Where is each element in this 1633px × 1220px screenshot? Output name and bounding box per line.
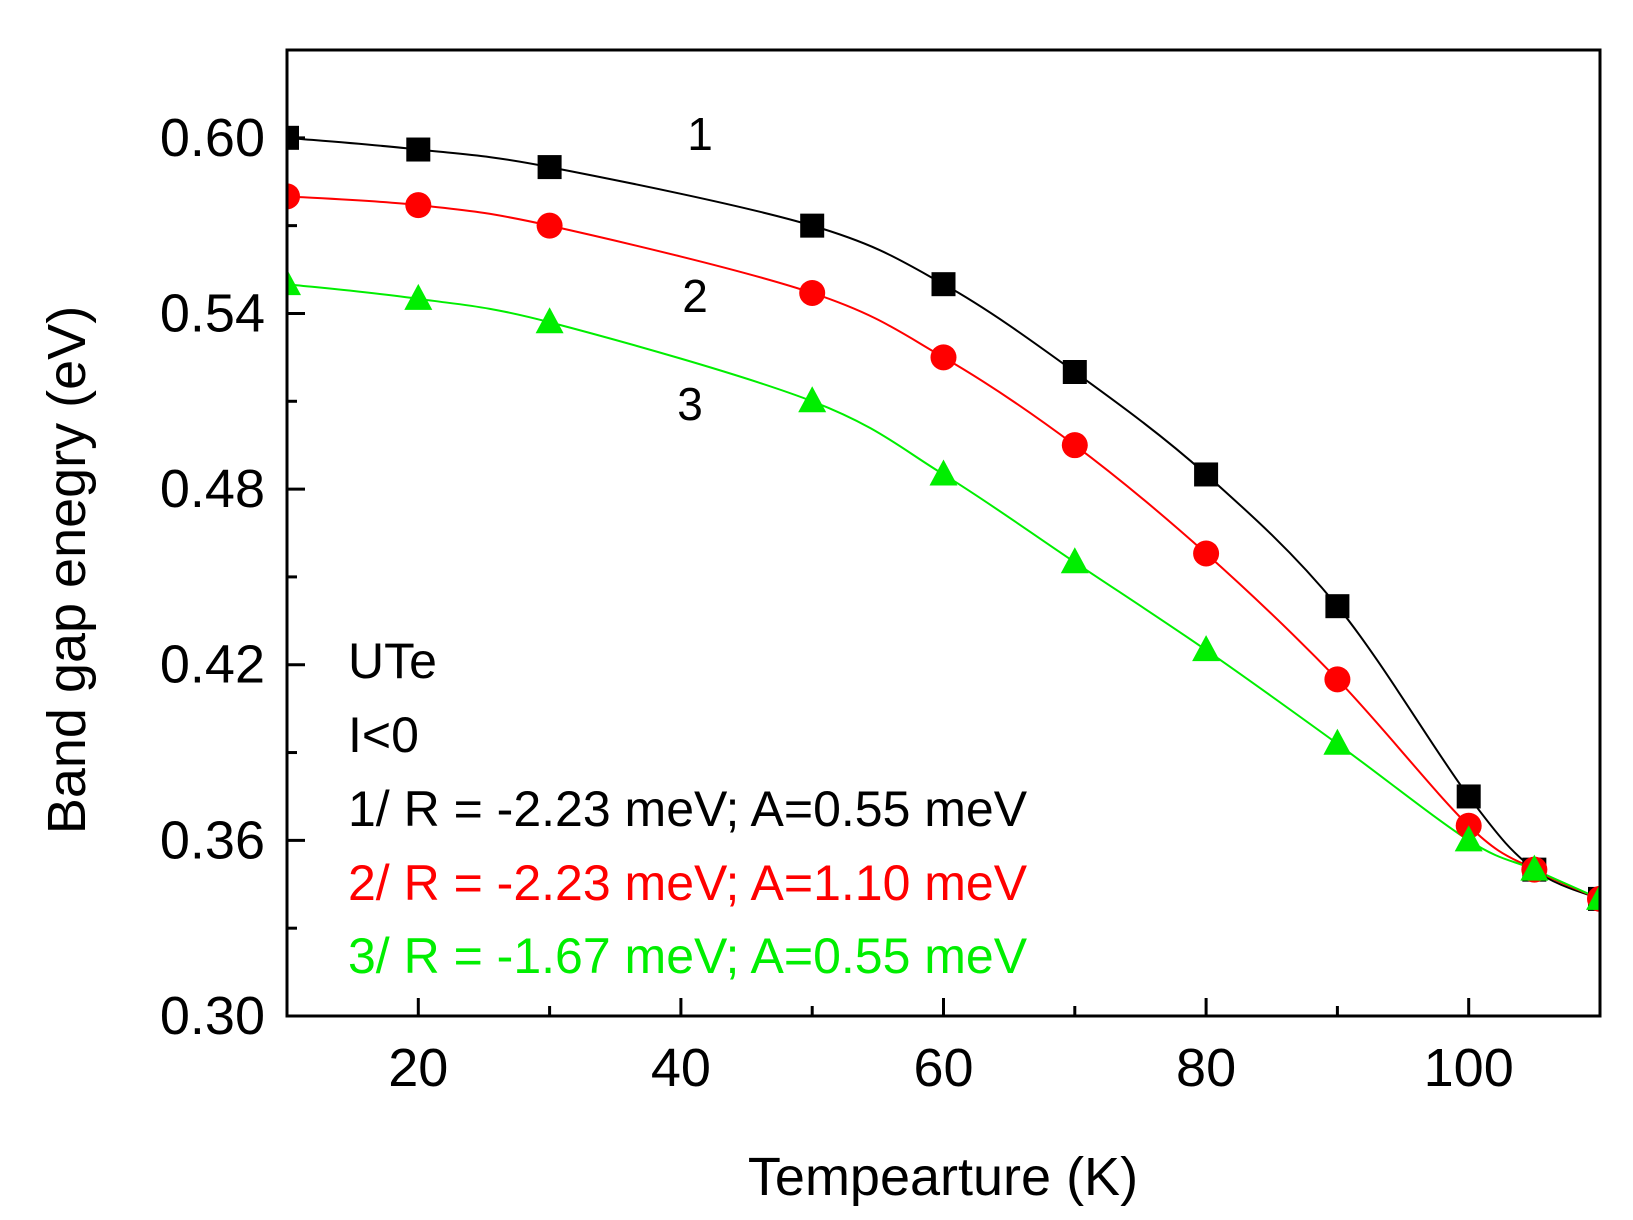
series-3-point xyxy=(287,269,301,296)
y-axis-title: Band gap enegry (eV) xyxy=(37,306,97,834)
series-1-point xyxy=(1456,784,1481,809)
series-3-point xyxy=(1323,728,1352,755)
series-1-point xyxy=(1062,360,1087,384)
series-3-point xyxy=(1586,883,1600,910)
curve-label-3: 3 xyxy=(677,378,703,430)
legend-entry-2: 2/ R = -2.23 meV; A=1.10 meV xyxy=(348,855,1028,911)
y-tick-label: 0.30 xyxy=(160,986,265,1046)
x-tick-label: 100 xyxy=(1424,1038,1514,1098)
annotation-condition: I<0 xyxy=(348,707,419,763)
series-3-point xyxy=(798,386,827,413)
series-3-point xyxy=(1520,854,1549,881)
series-1-point xyxy=(406,137,431,162)
series-2-point xyxy=(405,192,432,219)
series-3-point xyxy=(929,459,958,486)
series-1-point xyxy=(1325,594,1350,619)
legend-entry-3: 3/ R = -1.67 meV; A=0.55 meV xyxy=(348,928,1028,984)
series-2-point xyxy=(799,279,826,306)
y-tick-label: 0.42 xyxy=(160,635,265,695)
series-3-point xyxy=(1192,635,1221,662)
series-2-point xyxy=(287,183,300,210)
series-1-point xyxy=(1194,462,1219,487)
x-tick-label: 40 xyxy=(651,1038,711,1098)
x-axis-title: Tempearture (K) xyxy=(748,1147,1138,1207)
series-1-point xyxy=(537,155,562,180)
annotation-material: UTe xyxy=(348,633,437,689)
x-tick-label: 20 xyxy=(388,1038,448,1098)
series-2-point xyxy=(536,212,563,239)
legend-entry-1: 1/ R = -2.23 meV; A=0.55 meV xyxy=(348,781,1028,837)
axes-layer: 0.30 0.36 0.42 0.48 0.54 0.60 20 40 60 80 100 xyxy=(160,108,1514,1098)
curve-label-2: 2 xyxy=(682,270,708,322)
y-tick-label: 0.60 xyxy=(160,108,265,168)
y-tick-label: 0.54 xyxy=(160,283,265,343)
y-tick-label: 0.36 xyxy=(160,810,265,870)
series-3-point xyxy=(1454,825,1483,852)
x-tick-label: 80 xyxy=(1176,1038,1236,1098)
series-1-point xyxy=(287,125,299,150)
x-tick-label: 60 xyxy=(913,1038,973,1098)
marker-layer xyxy=(287,125,1600,912)
series-2-point xyxy=(1193,540,1220,567)
series-2-point xyxy=(1061,432,1088,459)
series-3-point xyxy=(1060,547,1089,574)
series-1-point xyxy=(931,272,956,297)
series-1-point xyxy=(800,213,825,238)
series-3-point xyxy=(535,307,564,334)
plot-frame xyxy=(285,48,1602,1018)
series-3-point xyxy=(404,283,433,310)
series-2-point xyxy=(930,344,957,371)
series-2-point xyxy=(1324,666,1351,693)
y-tick-label: 0.48 xyxy=(160,459,265,519)
curve-label-1: 1 xyxy=(687,108,713,160)
